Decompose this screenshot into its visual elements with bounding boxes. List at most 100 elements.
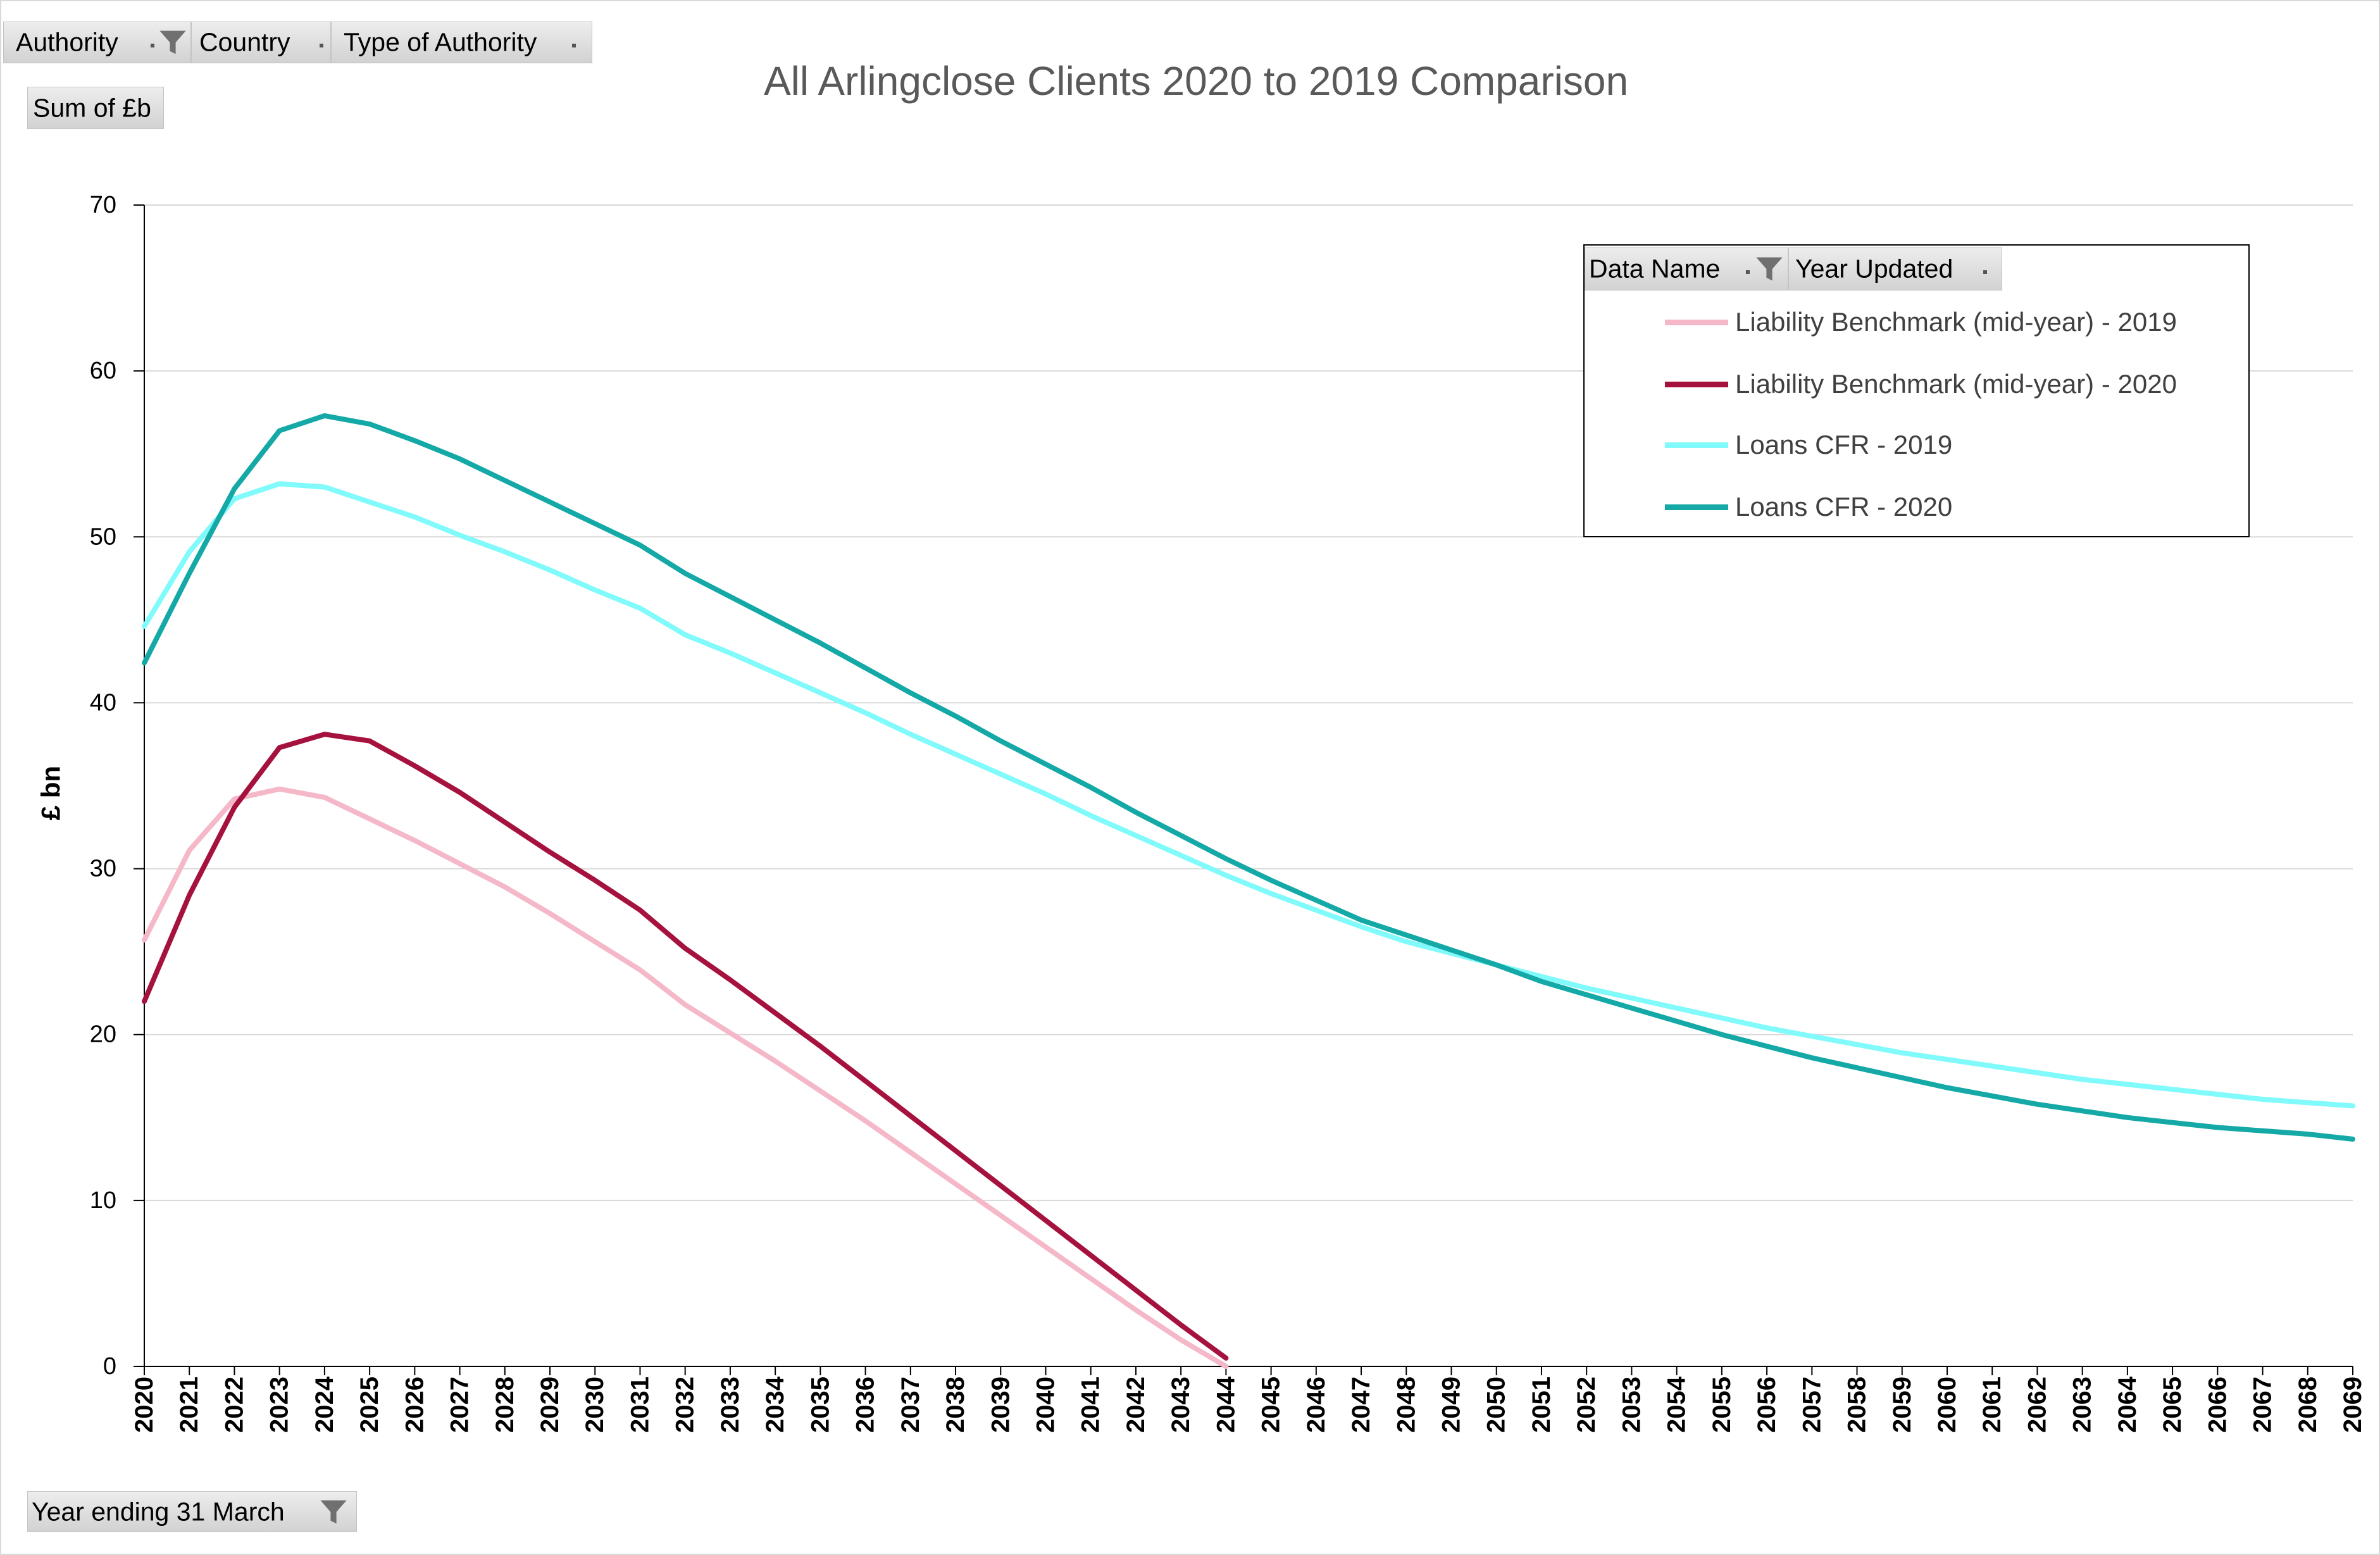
pivot-field-label: Year Updated: [1795, 254, 1953, 284]
x-tick-label: 2039: [987, 1377, 1014, 1433]
chart-legend: Data Name Year Updated Liability Benchma…: [1583, 244, 2250, 537]
x-tick-label: 2046: [1302, 1377, 1330, 1433]
pivot-axis-field-button[interactable]: Year ending 31 March: [27, 1491, 357, 1532]
y-axis-label: £ bn: [36, 766, 66, 820]
pivot-value-field-button[interactable]: Sum of £b: [27, 87, 164, 129]
x-tick-label: 2033: [716, 1377, 744, 1433]
x-tick-label: 2025: [356, 1377, 383, 1433]
y-axis-ticks: 0 10 20 30 40 50 60 70: [90, 192, 144, 1380]
y-tick-label: 0: [103, 1353, 116, 1380]
x-tick-label: 2030: [581, 1377, 609, 1433]
x-tick-label: 2029: [536, 1377, 564, 1433]
legend-entry: Liability Benchmark (mid-year) - 2019: [1585, 303, 2243, 341]
dropdown-arrow-icon[interactable]: [1983, 270, 1987, 274]
x-tick-label: 2041: [1077, 1377, 1105, 1433]
x-tick-label: 2042: [1122, 1377, 1150, 1433]
pivot-field-country-button[interactable]: Country: [191, 22, 331, 63]
series-line-loans-cfr-2020: [142, 413, 2355, 1142]
y-tick-label: 20: [90, 1021, 116, 1048]
x-tick-label: 2028: [491, 1377, 519, 1433]
x-tick-label: 2067: [2249, 1377, 2277, 1433]
x-tick-label: 2057: [1798, 1377, 1826, 1433]
x-tick-label: 2060: [1933, 1377, 1961, 1433]
x-tick-label: 2056: [1753, 1377, 1781, 1433]
x-tick-label: 2040: [1032, 1377, 1060, 1433]
legend-label: Liability Benchmark (mid-year) - 2019: [1735, 307, 2177, 337]
x-tick-label: 2068: [2294, 1377, 2322, 1433]
x-tick-label: 2044: [1212, 1376, 1240, 1433]
y-tick-label: 50: [90, 523, 116, 550]
pivot-field-label: Authority: [16, 27, 118, 57]
y-tick-label: 70: [90, 192, 116, 218]
x-tick-label: 2022: [220, 1377, 248, 1433]
x-tick-label: 2031: [626, 1377, 654, 1433]
x-tick-label: 2065: [2159, 1377, 2186, 1433]
x-tick-label: 2052: [1573, 1377, 1600, 1433]
legend-entry: Liability Benchmark (mid-year) - 2020: [1585, 365, 2243, 403]
pivot-field-type-of-authority-button[interactable]: Type of Authority: [331, 22, 592, 63]
legend-entry: Loans CFR - 2019: [1585, 426, 2243, 464]
dropdown-arrow-icon[interactable]: [151, 44, 154, 47]
x-tick-label: 2069: [2339, 1377, 2367, 1433]
x-tick-label: 2049: [1438, 1377, 1466, 1433]
x-tick-label: 2034: [761, 1376, 789, 1433]
x-tick-label: 2062: [2023, 1377, 2051, 1433]
pivot-field-year-updated-button[interactable]: Year Updated: [1788, 247, 2002, 290]
pivot-field-authority-button[interactable]: Authority: [3, 22, 191, 63]
filter-icon[interactable]: [158, 28, 187, 57]
pivot-field-label: Data Name: [1589, 254, 1721, 284]
dropdown-arrow-icon[interactable]: [320, 44, 323, 47]
x-tick-label: 2058: [1843, 1377, 1871, 1433]
series-lines: [142, 413, 2355, 1369]
pivot-field-label: Year ending 31 March: [32, 1497, 285, 1526]
x-tick-label: 2063: [2069, 1377, 2097, 1433]
legend-label: Loans CFR - 2019: [1735, 430, 1953, 459]
legend-label: Liability Benchmark (mid-year) - 2020: [1735, 369, 2177, 399]
legend-label: Loans CFR - 2020: [1735, 492, 1953, 521]
legend-swatch: [1665, 504, 1728, 510]
pivot-field-label: Sum of £b: [33, 93, 151, 122]
x-tick-label: 2037: [897, 1377, 925, 1433]
legend-swatch: [1665, 382, 1728, 387]
x-tick-label: 2055: [1708, 1377, 1736, 1433]
y-tick-label: 30: [90, 856, 116, 882]
legend-entry: Loans CFR - 2020: [1585, 488, 2243, 526]
filter-icon[interactable]: [1755, 254, 1784, 284]
x-tick-label: 2024: [311, 1376, 339, 1433]
x-tick-label: 2021: [175, 1377, 203, 1433]
x-tick-label: 2066: [2203, 1377, 2231, 1433]
legend-swatch: [1665, 442, 1728, 448]
pivot-field-label: Country: [199, 27, 290, 57]
dropdown-arrow-icon[interactable]: [572, 44, 576, 47]
x-tick-label: 2026: [401, 1377, 428, 1433]
x-axis-ticks: 2020 2021 2022 2023 2024 2025 2026 2027 2028 2029…: [130, 1366, 2367, 1433]
pivot-field-label: Type of Authority: [344, 27, 537, 57]
filter-icon[interactable]: [319, 1497, 348, 1527]
x-tick-label: 2047: [1347, 1377, 1375, 1433]
series-line-loans-cfr-2019: [142, 481, 2355, 1109]
x-tick-label: 2027: [446, 1377, 474, 1433]
x-tick-label: 2038: [942, 1377, 969, 1433]
chart-title: All Arlingclose Clients 2020 to 2019 Com…: [763, 58, 1629, 104]
x-tick-label: 2061: [1978, 1377, 2006, 1433]
x-tick-label: 2045: [1257, 1377, 1285, 1433]
dropdown-arrow-icon[interactable]: [1746, 270, 1750, 274]
x-tick-label: 2051: [1528, 1377, 1555, 1433]
x-tick-label: 2059: [1888, 1377, 1916, 1433]
legend-swatch: [1665, 320, 1728, 325]
pivot-field-data-name-button[interactable]: Data Name: [1585, 247, 1788, 290]
series-line-liability-benchmark-mid-year-2020: [142, 732, 1229, 1361]
x-tick-label: 2054: [1663, 1376, 1691, 1433]
x-tick-label: 2023: [266, 1377, 294, 1433]
axes: [144, 205, 2353, 1367]
x-tick-label: 2036: [852, 1377, 880, 1433]
x-tick-label: 2050: [1483, 1377, 1511, 1433]
x-tick-label: 2020: [130, 1377, 158, 1433]
x-tick-label: 2064: [2114, 1376, 2141, 1433]
y-tick-label: 40: [90, 689, 116, 716]
x-tick-label: 2032: [671, 1377, 699, 1433]
series-line-liability-benchmark-mid-year-2019: [142, 786, 1229, 1369]
y-tick-label: 60: [90, 358, 116, 384]
